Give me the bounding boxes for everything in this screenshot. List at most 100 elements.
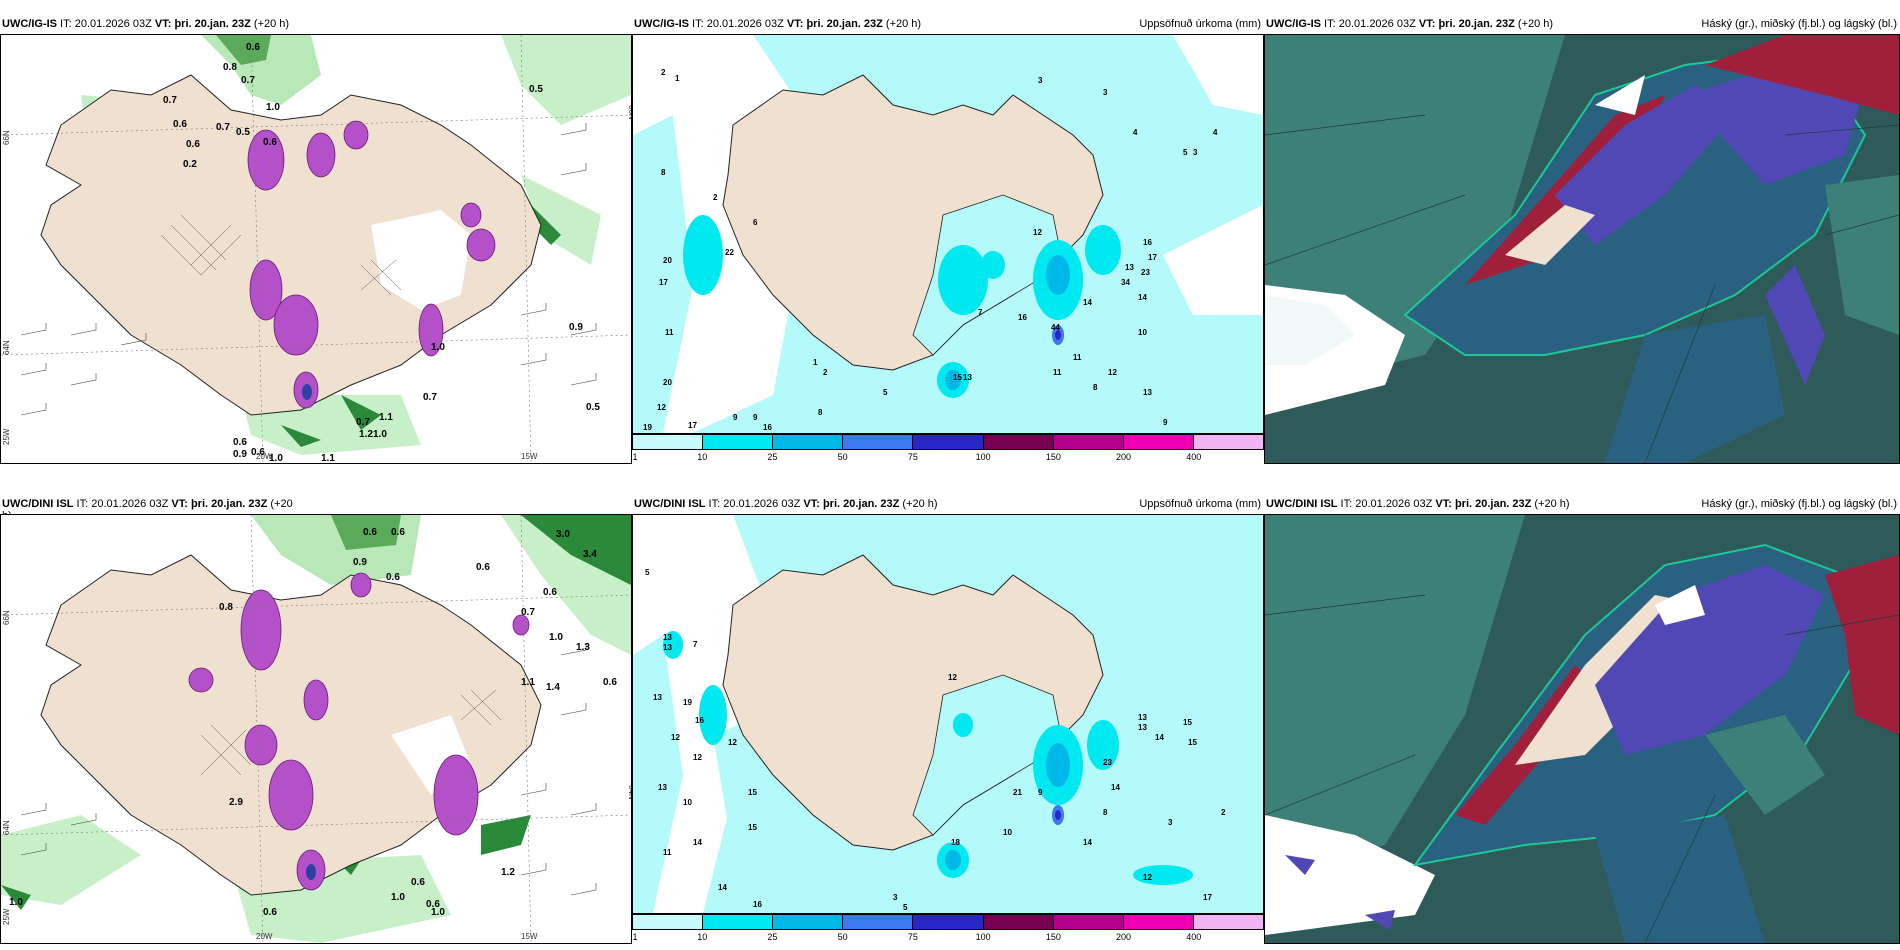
colorbar-segment: [1193, 435, 1263, 449]
value-label: 17: [1203, 893, 1212, 902]
colorbar-segment: [1053, 915, 1124, 929]
colorbar-tick-label: 10: [697, 932, 708, 942]
value-label: 12: [1108, 368, 1117, 377]
value-label: 9: [1038, 788, 1043, 797]
value-label: 12: [657, 403, 666, 412]
value-label: 1: [675, 74, 680, 83]
value-label: 1.0: [431, 342, 445, 353]
lat-label: 64N: [2, 820, 11, 835]
value-label: 1.0: [373, 429, 387, 440]
lon-label: 15W: [521, 452, 538, 461]
value-label: 12: [693, 753, 702, 762]
value-label: 14: [693, 838, 702, 847]
value-label: 0.6: [263, 137, 277, 148]
colorbar-segment: [633, 915, 704, 929]
value-label: 1.1: [321, 453, 335, 463]
panel-header: UWC/DINI ISL IT: 20.01.2026 03Z VT: þri.…: [634, 498, 1261, 510]
value-label: 0.8: [223, 62, 237, 73]
panel-header: UWC/IG-IS IT: 20.01.2026 03Z VT: þri. 20…: [1266, 18, 1897, 30]
value-label: 0.6: [411, 877, 425, 888]
cloud-map: [1264, 514, 1900, 944]
wind-precip-map: 0.6 0.6 0.9 0.6 3.0 3.4 0.6 0.8 0.6 0.7 …: [0, 514, 632, 944]
value-label: 0.5: [236, 127, 250, 138]
value-label: 2.9: [229, 797, 243, 808]
value-label: 21: [1013, 788, 1022, 797]
value-label: 9: [733, 413, 738, 422]
colorbar-segment: [913, 435, 984, 449]
value-label: 3.0: [556, 529, 570, 540]
value-label: 1.2: [501, 867, 515, 878]
value-label: 13: [1143, 388, 1152, 397]
value-label: 17: [688, 421, 697, 430]
value-label: 5: [903, 903, 908, 912]
colorbar-segment: [703, 435, 774, 449]
value-label: 2: [1221, 808, 1226, 817]
model-name: UWC/IG-IS: [2, 18, 57, 30]
value-label: 13: [663, 643, 672, 652]
model-name: UWC/DINI ISL: [1266, 498, 1338, 510]
value-label: 0.7: [241, 75, 255, 86]
colorbar-segment: [913, 915, 984, 929]
value-label: 12: [948, 673, 957, 682]
value-label: 13: [658, 783, 667, 792]
colorbar-segment: [983, 915, 1054, 929]
value-label: 4: [1133, 128, 1138, 137]
value-label: 0.7: [163, 95, 177, 106]
value-label: 34: [1121, 278, 1130, 287]
value-label: 16: [763, 423, 772, 432]
product-title: Uppsöfnuð úrkoma (mm): [1139, 498, 1261, 510]
value-label: 1.1: [379, 412, 393, 423]
value-label: 12: [728, 738, 737, 747]
value-label: 1.3: [576, 642, 590, 653]
colorbar-segment: [773, 435, 844, 449]
value-label: 0.6: [246, 42, 260, 53]
value-label: 15: [1183, 718, 1192, 727]
value-label: 0.6: [251, 447, 265, 458]
value-label: 14: [1083, 838, 1092, 847]
value-label: 1.0: [9, 897, 23, 908]
value-label: 9: [1163, 418, 1168, 427]
colorbar-tick-label: 150: [1045, 932, 1061, 942]
value-label: 13: [653, 693, 662, 702]
precip-colorbar: 1 10 25 50 75 100 150 200 400: [632, 434, 1264, 462]
colorbar-segment: [773, 915, 844, 929]
value-label: 15: [748, 788, 757, 797]
value-label: 22: [725, 248, 734, 257]
value-label: 4: [1213, 128, 1218, 137]
colorbar-segment: [843, 915, 914, 929]
value-label: 16: [1018, 313, 1027, 322]
value-label: 14: [718, 883, 727, 892]
value-label: 8: [1093, 383, 1098, 392]
value-label: 0.9: [569, 322, 583, 333]
colorbar-tick-label: 50: [837, 452, 848, 462]
value-label: 1.2: [359, 429, 373, 440]
value-label: 23: [1141, 268, 1150, 277]
panel-dini-wind: UWC/DINI ISL IT: 20.01.2026 03Z VT: þri.…: [0, 494, 632, 944]
value-label: 10: [1003, 828, 1012, 837]
value-label: 0.6: [386, 572, 400, 583]
value-label: 1: [813, 358, 818, 367]
value-label: 11: [1073, 353, 1082, 362]
panel-dini-precip: UWC/DINI ISL IT: 20.01.2026 03Z VT: þri.…: [632, 494, 1264, 944]
value-label: 16: [753, 900, 762, 909]
value-label: 0.7: [356, 417, 370, 428]
value-label: 10: [683, 798, 692, 807]
value-label: 3: [893, 893, 898, 902]
colorbar-tick-label: 50: [837, 932, 848, 942]
value-label: 0.5: [586, 402, 600, 413]
colorbar-tick-label: 100: [975, 932, 991, 942]
value-label: 2: [823, 368, 828, 377]
value-label: 19: [683, 698, 692, 707]
colorbar-tick-label: 200: [1116, 932, 1132, 942]
value-label: 0.6: [263, 907, 277, 918]
panel-header: UWC/DINI ISL IT: 20.01.2026 03Z VT: þri.…: [1266, 498, 1897, 510]
panel-dini-clouds: UWC/DINI ISL IT: 20.01.2026 03Z VT: þri.…: [1264, 494, 1900, 944]
value-label: 1.1: [521, 677, 535, 688]
value-label: 0.6: [543, 587, 557, 598]
colorbar-segment: [983, 435, 1054, 449]
value-label: 18: [951, 838, 960, 847]
value-label: 1.0: [391, 892, 405, 903]
value-label: 0.7: [521, 607, 535, 618]
value-label: 1.0: [266, 102, 280, 113]
value-label: 0.6: [233, 437, 247, 448]
